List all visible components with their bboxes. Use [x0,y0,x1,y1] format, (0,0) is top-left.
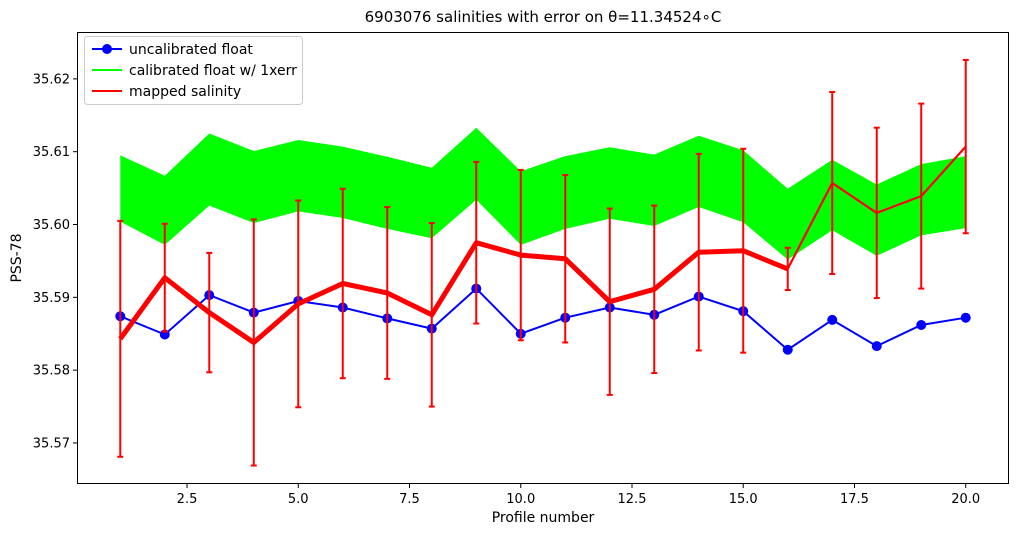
y-tick-label: 35.60 [33,218,70,233]
legend-label-calibrated: calibrated float w/ 1xerr [129,63,297,79]
legend: uncalibrated float calibrated float w/ 1… [84,36,303,105]
uncalibrated-point [916,319,927,330]
x-tick-label: 12.5 [618,492,647,507]
x-tick-label: 15.0 [729,492,758,507]
x-tick-label: 17.5 [840,492,869,507]
x-tick-label: 20.0 [951,492,980,507]
calibrated-band [120,127,966,260]
plot-frame [77,32,1009,484]
uncalibrated-point [827,314,838,325]
y-axis-label: PSS-78 [9,233,25,282]
x-axis: 2.5 5.0 7.5 10.0 12.5 15.0 17.5 20.0 [177,483,980,507]
y-axis: 35.57 35.58 35.59 35.60 35.61 35.62 [33,72,78,451]
y-tick-label: 35.61 [33,145,70,160]
uncalibrated-point [960,312,971,323]
legend-marker-uncalibrated [102,44,112,54]
uncalibrated-point [871,341,882,352]
x-axis-label: Profile number [492,510,595,526]
legend-label-mapped: mapped salinity [129,84,241,100]
x-tick-label: 10.0 [506,492,535,507]
y-tick-label: 35.57 [33,436,70,451]
uncalibrated-point [782,344,793,355]
plot-area [115,58,971,467]
y-tick-label: 35.58 [33,364,70,379]
uncalibrated-line [119,287,966,351]
legend-label-uncalibrated: uncalibrated float [129,42,253,58]
legend-box [84,36,303,105]
chart-title: 6903076 salinities with error on θ=11.34… [365,8,722,26]
y-tick-label: 35.62 [33,72,70,87]
x-tick-label: 5.0 [288,492,309,507]
x-tick-label: 2.5 [177,492,198,507]
x-tick-label: 7.5 [399,492,420,507]
mapped-line-thick [118,240,789,345]
y-tick-label: 35.59 [33,291,70,306]
mapped-line-thin [786,145,967,270]
